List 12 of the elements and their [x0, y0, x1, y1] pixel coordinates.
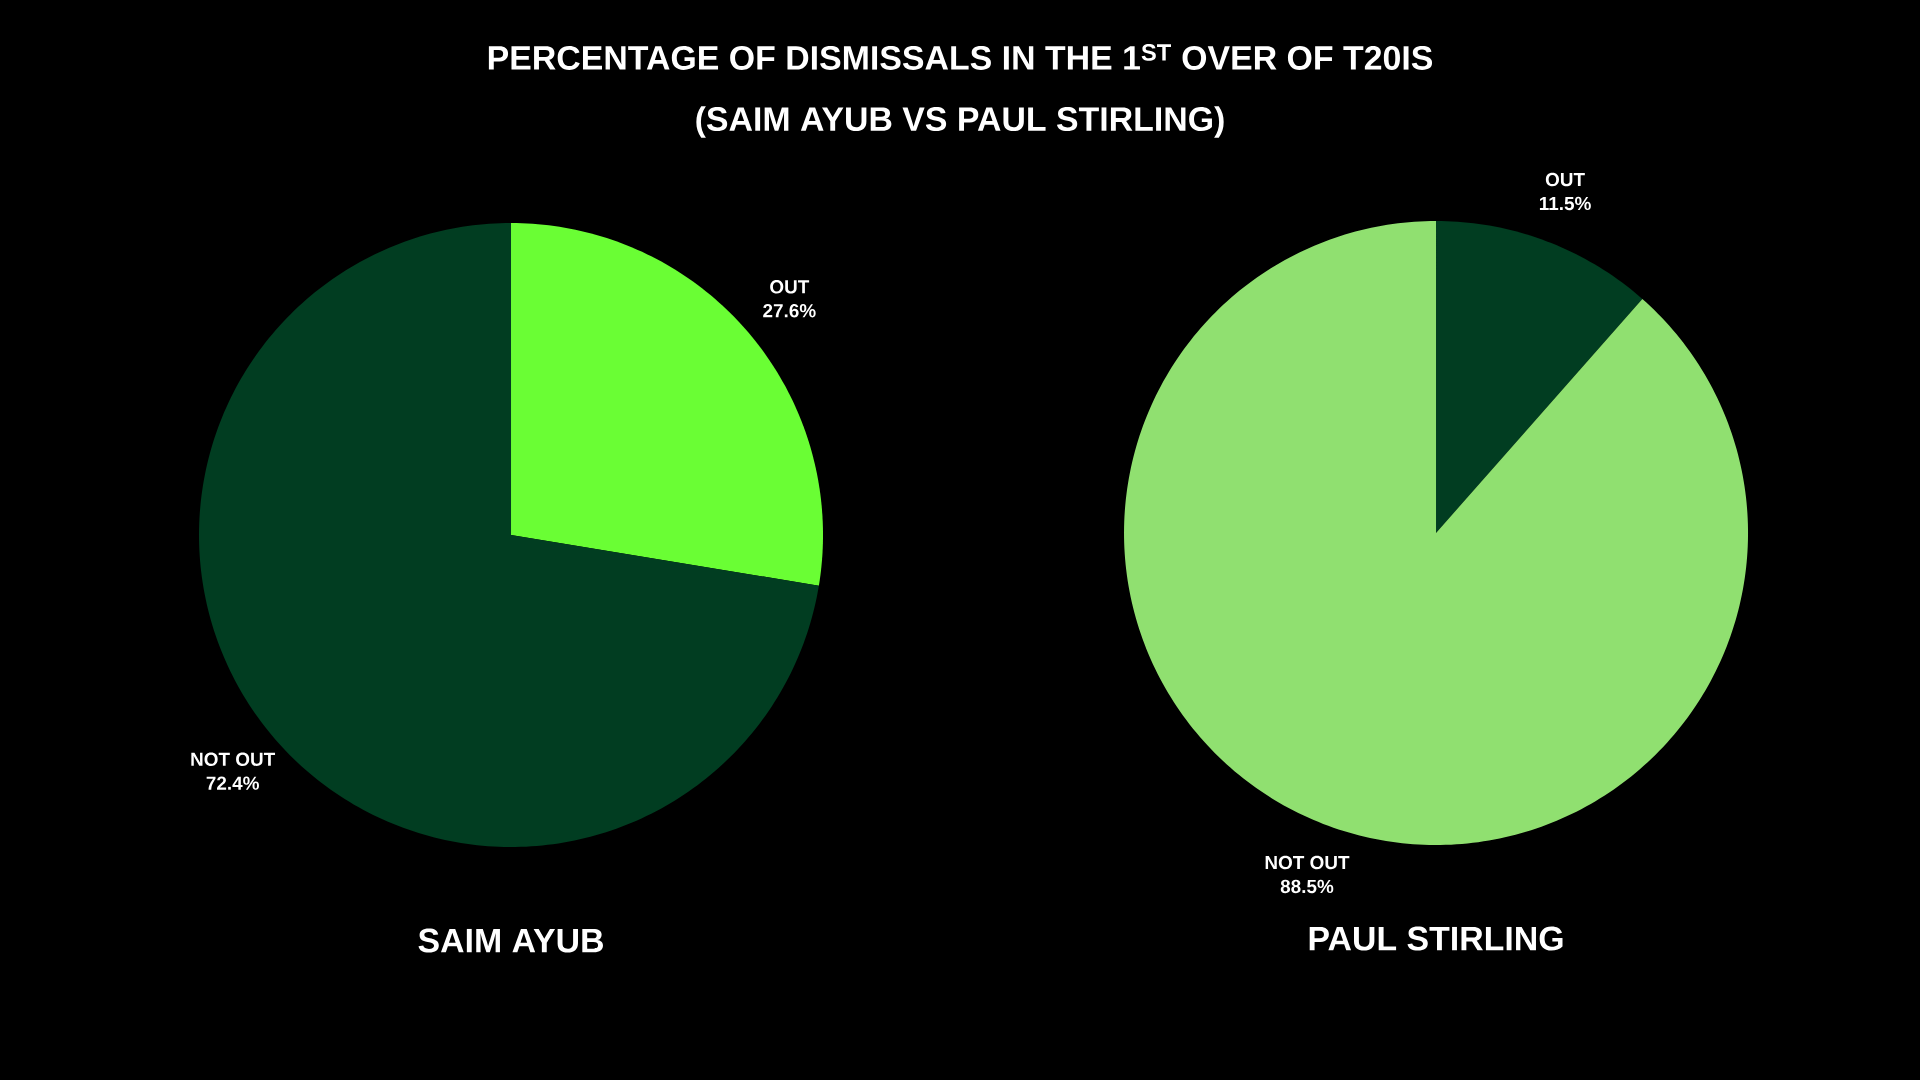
- slice-label: OUT: [770, 280, 810, 294]
- text: PERCENTAGE OF DISMISSALS IN THE 1$^{ST}$ OVER OF T20IS: [488, 44, 1433, 70]
- text: SAIM AYUB: [418, 928, 603, 953]
- slice-label: NOT OUT: [191, 752, 276, 766]
- data-label: 11.5%: [1539, 196, 1591, 211]
- data-label: 27.6%: [763, 304, 816, 318]
- slice-label: OUT: [1545, 172, 1585, 187]
- slice-label: NOT OUT: [1265, 855, 1350, 870]
- data-label: 72.4%: [206, 776, 259, 790]
- text: (SAIM AYUB VS PAUL STIRLING): [696, 106, 1224, 138]
- text: PAUL STIRLING: [1309, 926, 1563, 951]
- data-label: 88.5%: [1280, 879, 1334, 894]
